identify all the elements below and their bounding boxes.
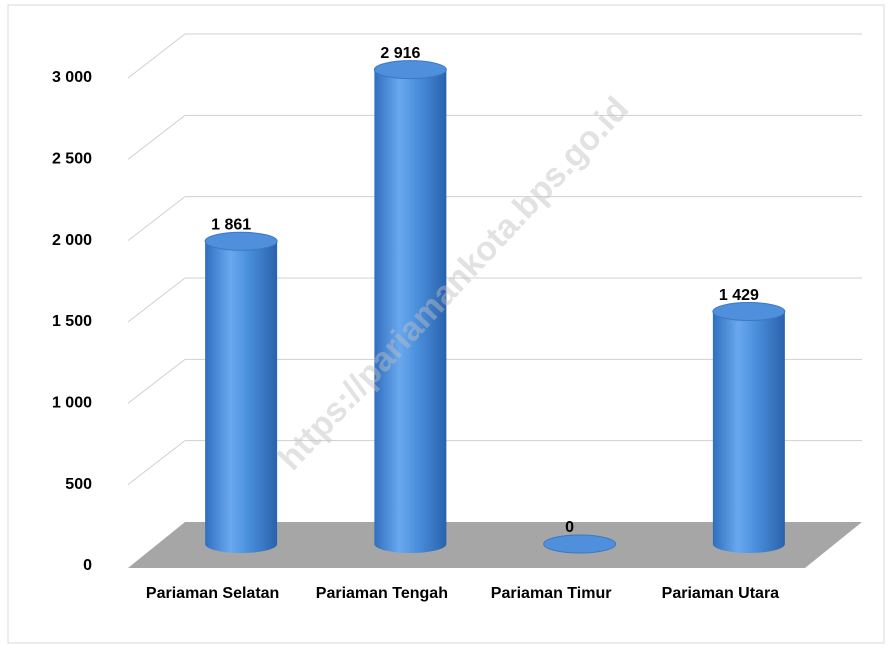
floor (128, 522, 862, 568)
y-tick-label: 500 (65, 476, 92, 493)
watermark: https://pariamankota.bps.go.id (271, 90, 636, 478)
value-label: 1 429 (719, 287, 759, 304)
grid-line-side (127, 277, 186, 323)
bar-top (543, 534, 617, 554)
chart-border (7, 4, 885, 644)
x-tick-label: Pariaman Tengah (316, 585, 448, 602)
value-label: 0 (565, 519, 574, 536)
y-tick-label: 1 000 (52, 395, 92, 412)
bar-top (712, 302, 786, 322)
bar-top (204, 231, 278, 251)
grid-line-side (127, 196, 186, 242)
y-tick-label: 2 500 (52, 151, 92, 168)
grid-line-side (127, 114, 186, 160)
grid-line-side (127, 358, 186, 404)
y-tick-label: 3 000 (52, 69, 92, 86)
x-tick-label: Pariaman Selatan (146, 585, 279, 602)
bar (374, 60, 447, 553)
grid-line-side (127, 33, 186, 79)
bar (205, 232, 278, 553)
bar (712, 302, 785, 553)
bar-top (373, 60, 447, 80)
y-tick-label: 1 500 (52, 313, 92, 330)
x-tick-label: Pariaman Timur (491, 585, 612, 602)
value-label: 1 861 (211, 216, 251, 233)
grid-line-side (127, 440, 186, 486)
y-tick-label: 0 (83, 557, 92, 574)
y-tick-label: 2 000 (52, 232, 92, 249)
value-label: 2 916 (380, 45, 420, 62)
x-tick-label: Pariaman Utara (662, 585, 779, 602)
